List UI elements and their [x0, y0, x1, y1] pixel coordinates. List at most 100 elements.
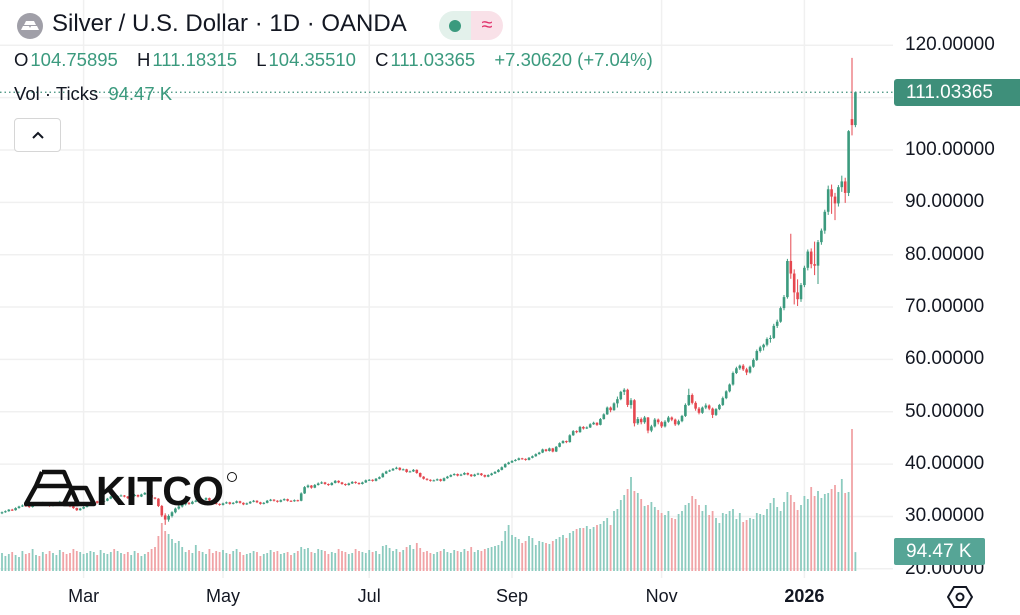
candle: [143, 492, 147, 495]
volume-bar: [266, 553, 269, 571]
volume-bar: [759, 514, 762, 571]
volume-bar: [504, 531, 507, 571]
candle-body: [82, 507, 85, 509]
price-chart[interactable]: [0, 0, 893, 578]
volume-bar: [116, 551, 119, 571]
settings-hexagon-icon[interactable]: [946, 585, 974, 614]
time-tick-label: Nov: [645, 586, 678, 606]
candle-body: [670, 417, 674, 420]
candle: [707, 404, 711, 411]
candle-body: [677, 421, 680, 425]
candle-body: [123, 495, 126, 497]
close-label: C: [375, 49, 389, 70]
candle: [592, 421, 595, 425]
volume-bar: [432, 554, 435, 571]
volume-bar: [769, 503, 772, 571]
candle: [167, 514, 170, 522]
candle: [116, 495, 119, 499]
candle: [180, 503, 184, 508]
candle: [327, 483, 330, 486]
candle-body: [228, 502, 232, 504]
volume-bar: [92, 552, 95, 571]
volume-bar: [721, 513, 724, 571]
candle: [786, 258, 789, 299]
candle: [735, 366, 738, 375]
collapse-legend-button[interactable]: [14, 118, 61, 152]
candle-body: [497, 469, 500, 472]
candle-body: [503, 464, 507, 468]
candle: [840, 175, 844, 192]
volume-bar: [711, 511, 714, 571]
volume-bar: [439, 551, 442, 571]
price-tick-label: 60.00000: [905, 348, 985, 370]
candle-body: [72, 506, 75, 509]
symbol-title[interactable]: Silver / U.S. Dollar · 1D · OANDA: [52, 10, 407, 37]
candle-body: [813, 264, 816, 266]
candle: [174, 507, 177, 514]
volume-bar: [290, 555, 292, 571]
candle: [680, 414, 684, 423]
candle: [721, 396, 725, 406]
volume-bar: [31, 549, 34, 571]
candle: [361, 481, 364, 485]
volume-bar: [317, 549, 320, 571]
candle-body: [568, 435, 572, 443]
candle: [395, 466, 398, 470]
candle-body: [775, 321, 779, 326]
candle-body: [480, 473, 483, 476]
candle: [476, 472, 480, 476]
candle-body: [174, 508, 177, 513]
volume-bar: [262, 554, 265, 571]
candle-body: [350, 481, 354, 484]
candle-body: [565, 441, 568, 443]
candle-body: [187, 502, 191, 504]
candle: [480, 472, 483, 476]
volume-bar: [405, 547, 408, 571]
volume-bar: [344, 552, 347, 571]
candle: [109, 495, 113, 500]
candle: [367, 479, 371, 481]
volume-bar: [38, 556, 41, 571]
volume-bar: [497, 545, 500, 571]
candle: [473, 473, 476, 477]
candle-body: [544, 449, 548, 452]
volume-bar: [279, 554, 282, 571]
volume-bar: [555, 539, 558, 571]
candle-body: [633, 400, 636, 424]
volume-bar: [191, 553, 194, 571]
candle-body: [374, 478, 378, 481]
candle-body: [401, 469, 405, 471]
candle-body: [707, 405, 711, 409]
volume-bar: [844, 493, 847, 571]
market-status-pill[interactable]: ≈: [439, 11, 503, 40]
candle-body: [364, 480, 368, 483]
candle-body: [112, 496, 116, 498]
svg-text:KITCO: KITCO: [96, 468, 224, 510]
volume-bar: [626, 489, 629, 571]
candle: [106, 497, 109, 502]
volume-bar: [742, 522, 745, 571]
candle: [765, 337, 769, 347]
candle-body: [803, 267, 806, 286]
volume-bar: [201, 552, 204, 571]
volume-bar: [752, 519, 755, 571]
candle-body: [514, 459, 517, 461]
volume-legend[interactable]: Vol · Ticks 94.47 K: [14, 83, 172, 105]
candle: [616, 396, 619, 408]
candle: [548, 447, 551, 452]
volume-bar: [834, 485, 836, 571]
volume-bar: [21, 551, 24, 571]
volume-bar: [772, 498, 775, 571]
volume-bar: [133, 551, 136, 571]
candle: [7, 509, 11, 512]
candle-body: [289, 500, 293, 502]
volume-bar: [762, 515, 765, 571]
candle: [401, 468, 405, 471]
volume-bar: [606, 518, 609, 571]
volume-bar: [392, 551, 394, 571]
candle: [595, 422, 599, 426]
candle-body: [585, 427, 589, 429]
volume-bar: [4, 556, 7, 571]
candle-body: [752, 359, 755, 367]
candle-body: [180, 504, 184, 507]
